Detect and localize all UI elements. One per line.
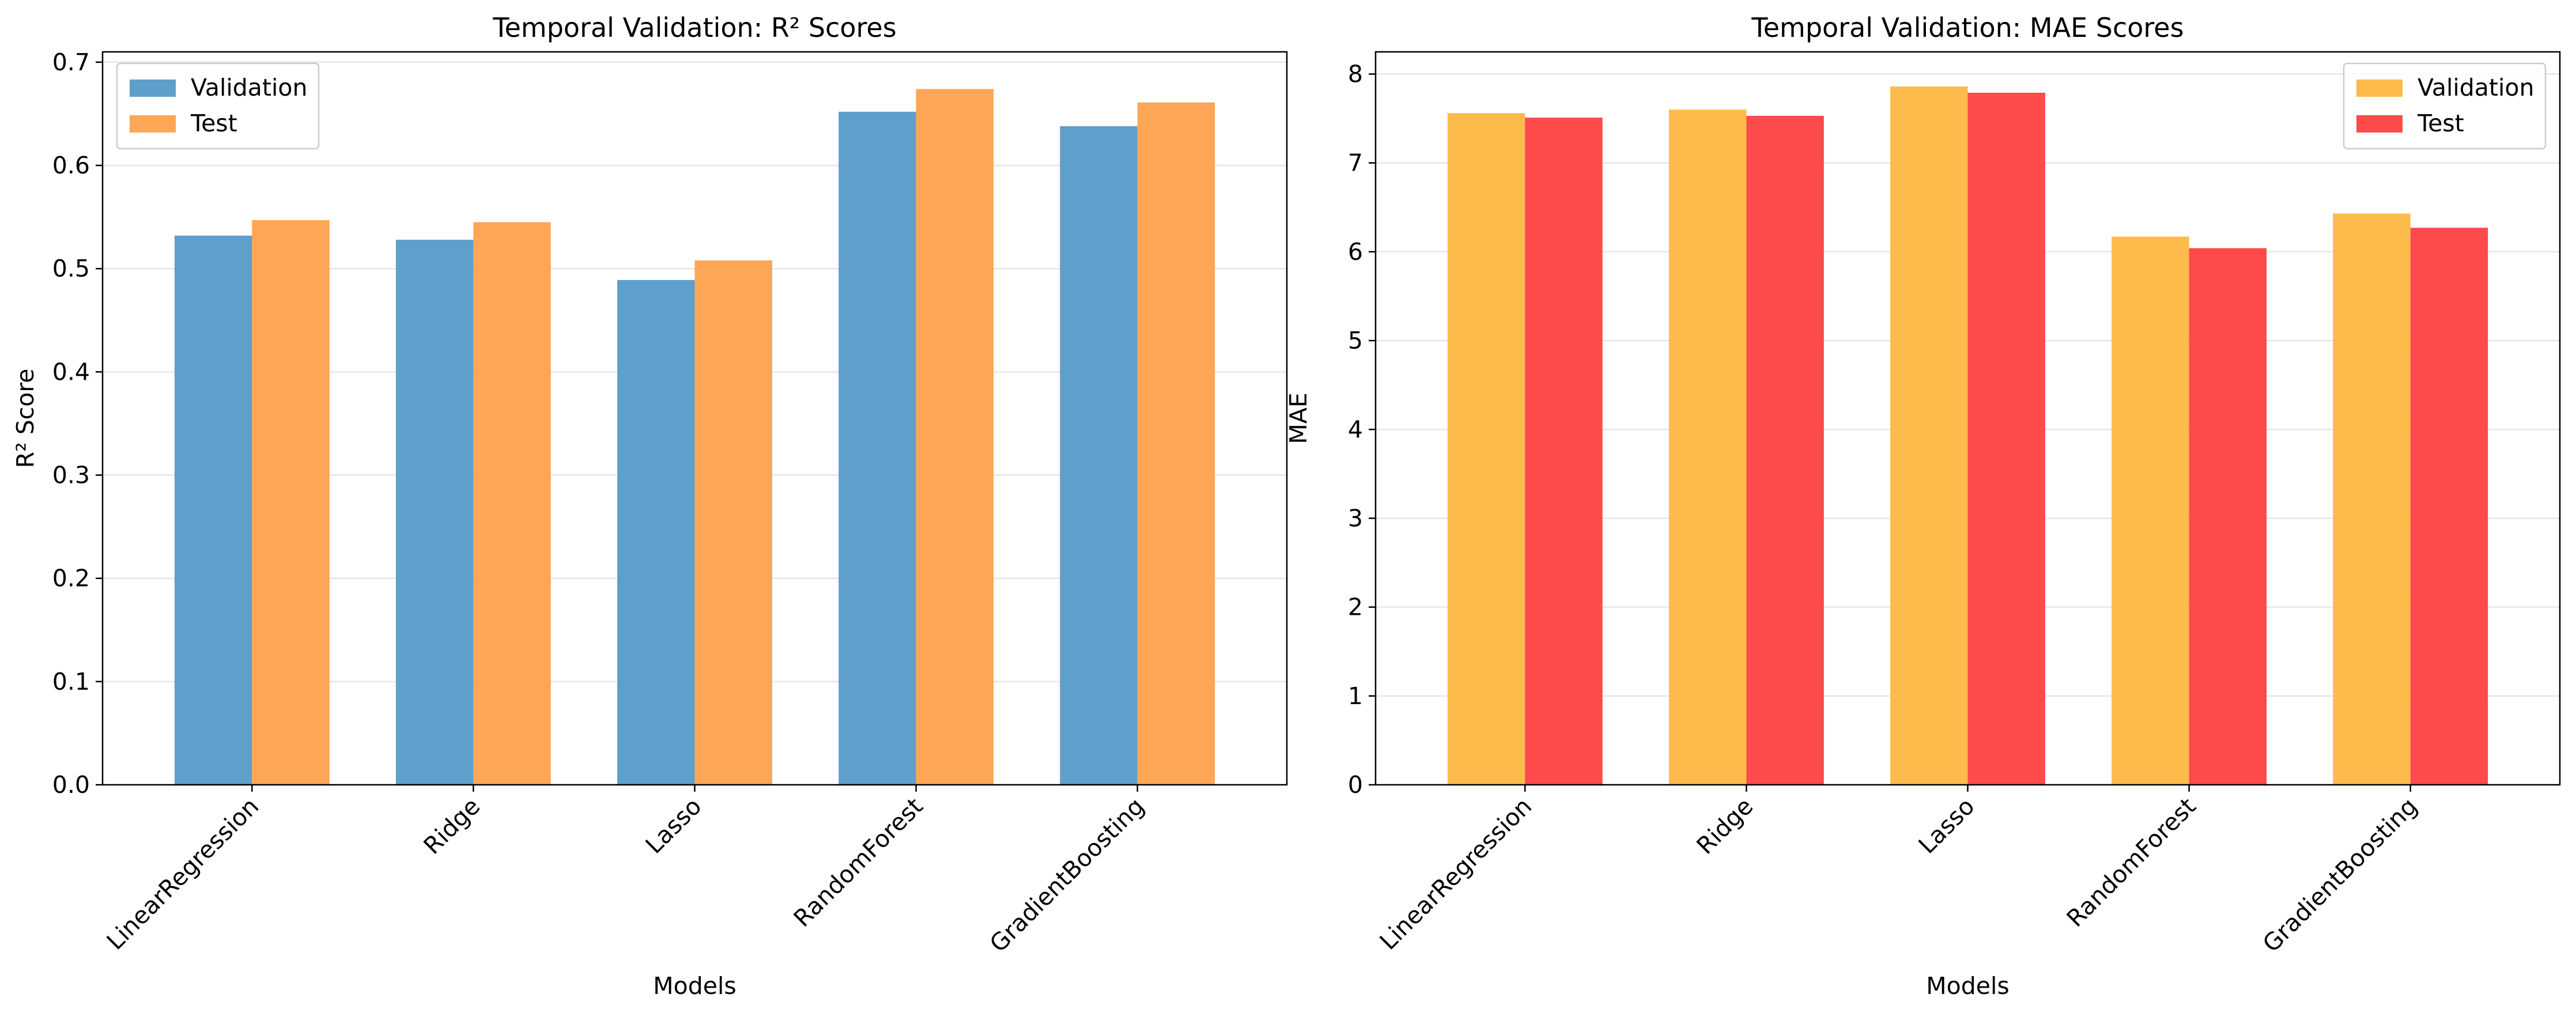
mae-bar-test-lasso (1967, 92, 2045, 785)
mae-y-tick-label: 2 (1348, 593, 1363, 621)
mae-bar-validation-lasso (1890, 86, 1968, 785)
mae-x-axis-label: Models (1926, 972, 2009, 1000)
mae-y-tick-label: 1 (1348, 682, 1363, 710)
mae-bars (1447, 86, 2488, 785)
r2-x-axis-label: Models (653, 972, 736, 1000)
mae-legend-swatch-test (2356, 115, 2403, 133)
r2-bar-test-gradientboosting (1137, 102, 1215, 785)
mae-y-tick-label: 7 (1348, 149, 1363, 177)
r2-bar-test-randomforest (916, 89, 994, 785)
r2-y-tick-label: 0.1 (52, 668, 90, 695)
r2-y-tick-label: 0.3 (52, 462, 90, 489)
r2-y-tick-label: 0.4 (52, 358, 90, 385)
mae-bar-test-ridge (1746, 116, 1824, 785)
r2-y-tick-label: 0.5 (52, 255, 90, 282)
r2-legend-swatch-validation (130, 80, 176, 97)
r2-y-tick-label: 0.2 (52, 565, 90, 592)
mae-y-tick-label: 0 (1348, 771, 1363, 799)
mae-bar-test-gradientboosting (2410, 228, 2488, 785)
mae-bar-validation-gradientboosting (2333, 213, 2411, 785)
r2-y-tick-label: 0.0 (52, 771, 90, 799)
r2-bar-validation-linearregression (174, 235, 252, 785)
mae-chart-title: Temporal Validation: MAE Scores (1751, 12, 2184, 43)
r2-y-ticks: 0.0 0.1 0.2 0.3 0.4 0.5 0.6 0.7 (52, 48, 103, 799)
r2-bar-validation-gradientboosting (1060, 126, 1138, 785)
mae-y-tick-label: 5 (1348, 327, 1363, 354)
r2-legend-label-validation: Validation (191, 74, 307, 101)
mae-legend-label-test: Test (2417, 109, 2464, 137)
r2-bar-test-linearregression (252, 220, 330, 785)
mae-legend: Validation Test (2343, 62, 2547, 150)
r2-bars (174, 89, 1215, 785)
mae-bar-test-linearregression (1525, 118, 1603, 785)
r2-bar-validation-ridge (395, 240, 474, 785)
r2-bar-validation-randomforest (838, 111, 916, 785)
mae-legend-swatch-validation (2356, 80, 2403, 97)
mae-bar-test-randomforest (2189, 248, 2267, 785)
mae-bar-validation-randomforest (2112, 236, 2189, 785)
mae-y-tick-label: 6 (1348, 238, 1363, 266)
mae-y-tick-label: 3 (1348, 504, 1363, 532)
r2-chart-title: Temporal Validation: R² Scores (492, 12, 896, 43)
r2-legend-label-test: Test (190, 109, 237, 137)
mae-y-axis-label: MAE (1285, 392, 1312, 444)
r2-y-axis-label: R² Score (12, 369, 39, 468)
r2-bar-test-ridge (473, 222, 551, 785)
r2-score-chart: 0.00.10.20.30.40.50.60.7 LinearRegressio… (12, 12, 1288, 1000)
mae-y-ticks: 0 1 2 3 4 5 6 7 8 (1348, 61, 1376, 799)
r2-legend-swatch-test (130, 115, 176, 133)
mae-bar-validation-ridge (1668, 109, 1747, 785)
r2-legend: Validation Test (116, 62, 320, 150)
r2-y-tick-label: 0.6 (52, 152, 90, 179)
r2-bar-validation-lasso (617, 279, 695, 785)
mae-y-tick-label: 8 (1348, 61, 1363, 88)
r2-bar-test-lasso (694, 260, 772, 785)
mae-bar-validation-linearregression (1447, 113, 1525, 785)
r2-y-tick-label: 0.7 (52, 48, 90, 76)
mae-y-tick-label: 4 (1348, 415, 1363, 443)
mae-legend-label-validation: Validation (2418, 74, 2534, 101)
